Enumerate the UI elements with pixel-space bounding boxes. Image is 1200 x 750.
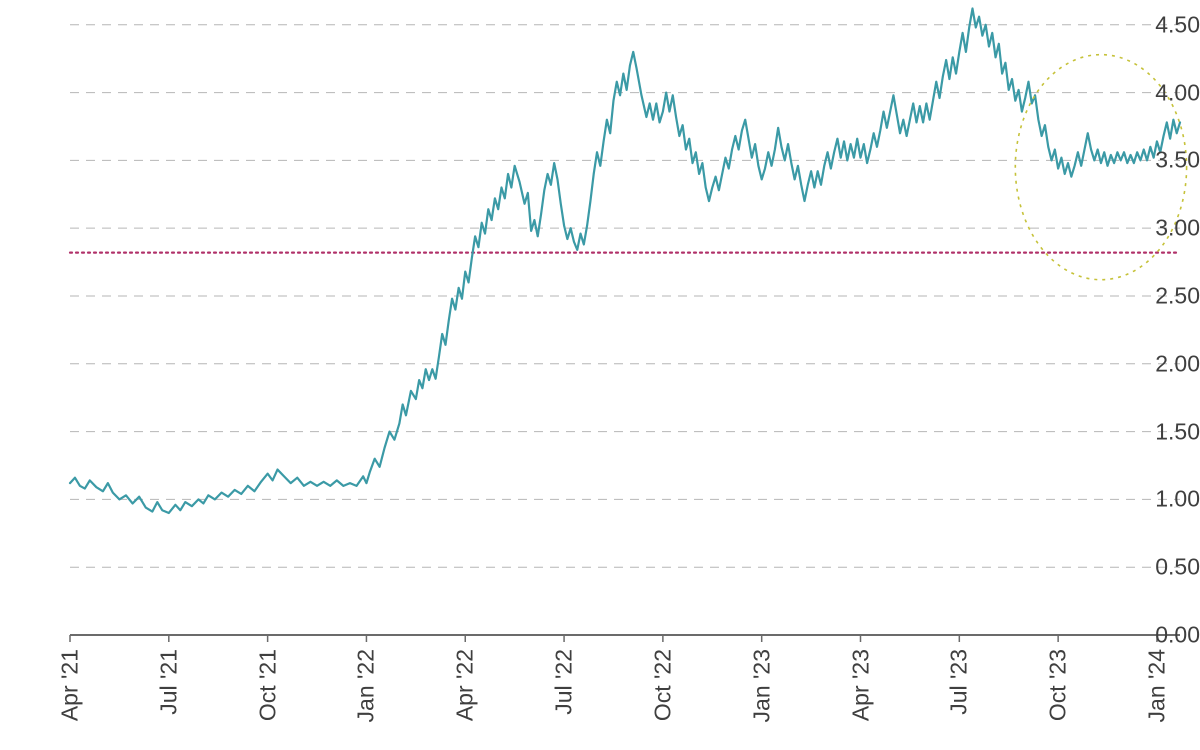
line-chart: 0.00 0.50 1.00 1.50 2.00 2.50 3.00 3.50 4.00 4.50… [0,0,1200,750]
x-tick-label: Jul '22 [551,649,578,715]
y-tick-label: 2.00 [1144,350,1200,377]
x-tick-label: Oct '23 [1045,649,1072,721]
x-tick-label: Oct '21 [254,649,281,721]
y-tick-label: 1.00 [1144,486,1200,513]
y-tick-label: 3.50 [1144,147,1200,174]
x-tick-label: Jul '23 [946,649,973,715]
y-tick-label: 0.50 [1144,554,1200,581]
y-tick-label: 2.50 [1144,282,1200,309]
x-tick-label: Apr '21 [57,649,84,721]
y-tick-label: 3.00 [1144,215,1200,242]
x-tick-label: Oct '22 [649,649,676,721]
y-tick-label: 0.00 [1144,622,1200,649]
x-tick-label: Jan '24 [1143,649,1170,722]
x-tick-label: Jan '22 [353,649,380,722]
x-tick-label: Jan '23 [748,649,775,722]
x-tick-label: Apr '22 [452,649,479,721]
chart-canvas [0,0,1200,750]
x-tick-label: Apr '23 [847,649,874,721]
y-tick-label: 1.50 [1144,418,1200,445]
x-tick-label: Jul '21 [155,649,182,715]
y-tick-label: 4.00 [1144,79,1200,106]
y-tick-label: 4.50 [1144,11,1200,38]
